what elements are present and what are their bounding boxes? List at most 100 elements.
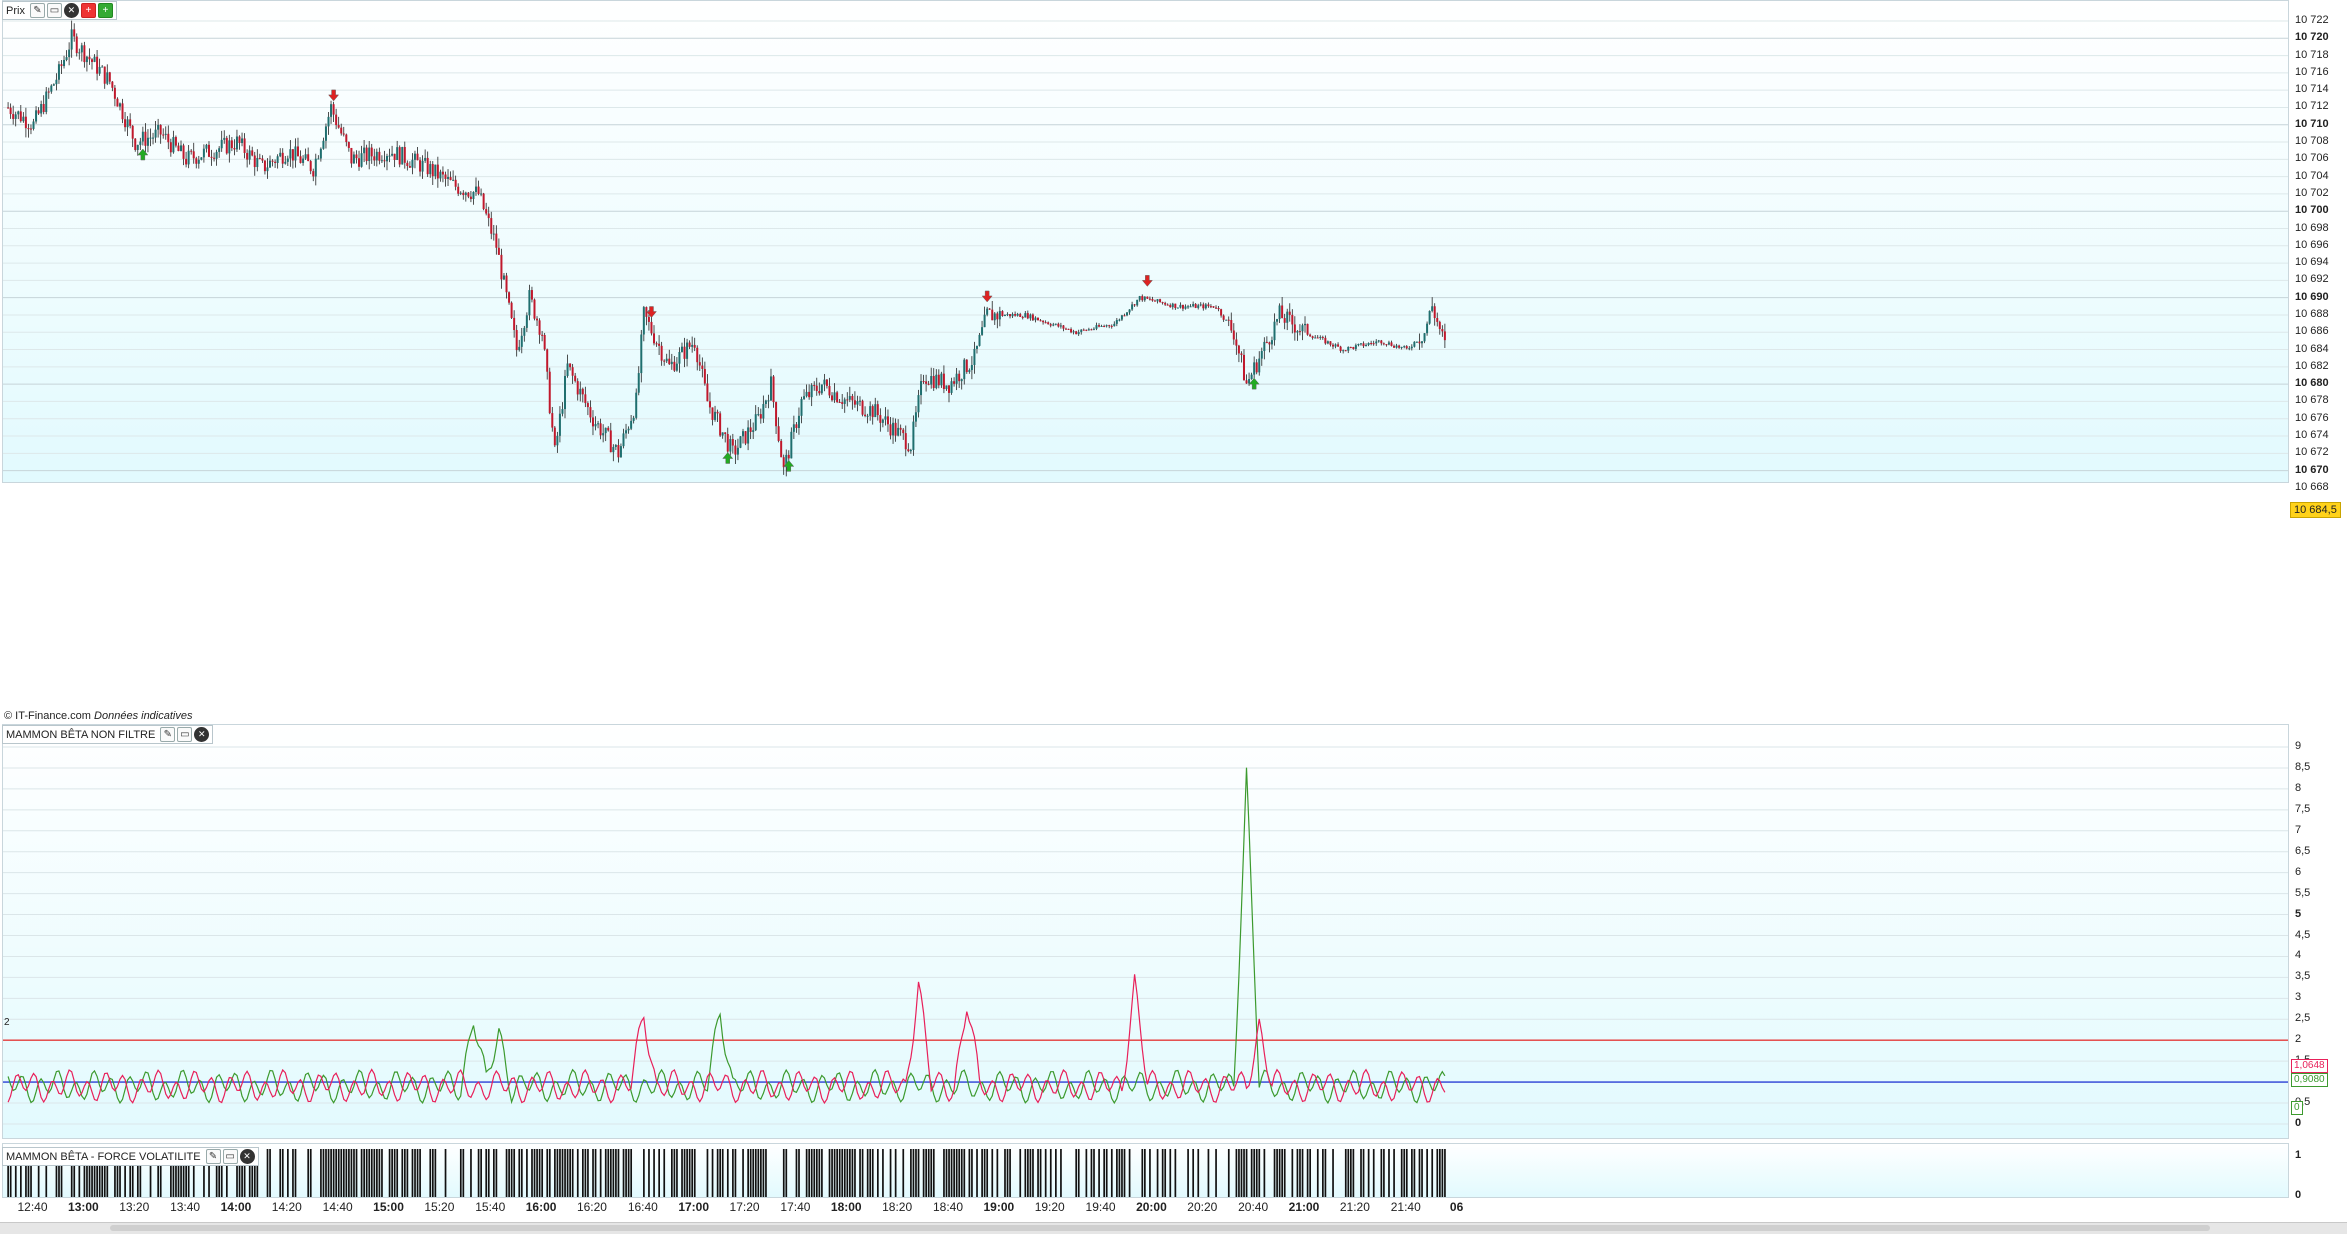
candle-body	[500, 254, 503, 280]
candle-body	[777, 426, 780, 441]
candle-body	[1395, 345, 1398, 348]
green-add-icon[interactable]: +	[97, 3, 113, 18]
candle-body	[424, 157, 427, 161]
volatility-bar	[1352, 1149, 1355, 1197]
last-price-tag: 10 684,5	[2290, 502, 2341, 518]
volatility-bar	[582, 1149, 584, 1197]
candle-body	[734, 445, 737, 455]
indicator-chart[interactable]	[3, 725, 2289, 1139]
volatility-bar	[187, 1149, 190, 1197]
candle-body	[1398, 345, 1401, 348]
candle-body	[841, 402, 844, 404]
sell-arrow-icon	[328, 89, 340, 102]
volatility-bar	[1019, 1149, 1022, 1197]
volatility-bar	[129, 1149, 132, 1197]
volatility-bar	[869, 1149, 872, 1197]
candle-body	[762, 403, 765, 419]
wrench-icon[interactable]: ✎	[29, 3, 45, 18]
close-icon[interactable]: ✕	[239, 1149, 255, 1164]
window-icon[interactable]: ▭	[177, 727, 193, 742]
price-pane[interactable]	[2, 0, 2289, 483]
volatility-tick-label: 1	[2295, 1149, 2302, 1161]
candle-body	[599, 423, 602, 436]
window-icon[interactable]: ▭	[222, 1149, 238, 1164]
candle-body	[29, 128, 32, 130]
scrollbar-thumb[interactable]	[110, 1225, 2210, 1231]
candle-body	[50, 85, 53, 92]
volatility-bar	[795, 1149, 798, 1197]
volatility-bar	[370, 1149, 373, 1197]
candle-body	[1438, 321, 1441, 330]
candle-body	[797, 415, 800, 428]
volatility-bar	[1227, 1149, 1230, 1197]
wrench-icon[interactable]: ✎	[205, 1149, 221, 1164]
candle-body	[1202, 304, 1205, 309]
volatility-bar	[172, 1149, 175, 1197]
volatility-bar	[429, 1149, 432, 1197]
candle-body	[1400, 346, 1403, 348]
candle-body	[1044, 322, 1047, 324]
candle-body	[886, 416, 889, 425]
close-icon[interactable]: ✕	[194, 727, 210, 742]
price-chart[interactable]	[3, 1, 2289, 483]
volatility-bar	[569, 1149, 571, 1197]
volatility-chart[interactable]	[3, 1144, 2289, 1198]
candle-body	[457, 186, 460, 194]
candle-body	[1143, 296, 1146, 301]
time-axis[interactable]: 12:40 13:00 13:20 13:40 14:00 14:20 14:40 15:00…	[2, 1198, 2289, 1218]
candle-body	[1403, 346, 1406, 348]
candle-body	[917, 395, 920, 413]
candle-body	[431, 164, 434, 177]
candle-body	[975, 345, 978, 349]
horizontal-scrollbar[interactable]	[0, 1222, 2347, 1234]
candle-body	[1326, 341, 1329, 344]
volatility-bar	[381, 1149, 383, 1197]
candle-body	[1235, 339, 1238, 346]
volatility-bar	[1255, 1149, 1258, 1197]
candle-body	[19, 111, 22, 122]
volatility-bar	[241, 1149, 243, 1197]
volatility-bar	[55, 1149, 58, 1197]
volatility-bar	[345, 1149, 348, 1197]
candle-body	[566, 363, 569, 376]
price-tick-label: 10 686	[2295, 325, 2329, 338]
candle-body	[1288, 311, 1291, 315]
indicator-pane[interactable]	[2, 724, 2289, 1139]
candle-body	[207, 144, 210, 157]
volatility-bar	[571, 1149, 574, 1197]
volatility-bar	[1421, 1149, 1423, 1197]
close-icon[interactable]: ✕	[63, 3, 79, 18]
candle-body	[1245, 380, 1248, 384]
candle-body	[1136, 299, 1139, 306]
volatility-bar	[1362, 1149, 1365, 1197]
indicator-pane-background	[3, 725, 2288, 1138]
volatility-pane[interactable]	[2, 1143, 2289, 1198]
volatility-bar	[1347, 1149, 1350, 1197]
volatility-bar	[1141, 1149, 1144, 1197]
candle-body	[1057, 323, 1060, 327]
candle-body	[1418, 341, 1421, 344]
candle-body	[848, 396, 851, 400]
candle-body	[719, 413, 722, 436]
wrench-icon[interactable]: ✎	[160, 727, 176, 742]
volatility-bar	[243, 1149, 246, 1197]
volatility-bar	[236, 1149, 238, 1197]
price-tick-label: 10 700	[2295, 204, 2329, 217]
candle-body	[963, 359, 966, 380]
candle-body	[953, 381, 956, 384]
window-icon[interactable]: ▭	[46, 3, 62, 18]
candle-body	[253, 155, 256, 168]
volatility-bar	[648, 1149, 650, 1197]
time-tick-label: 19:20	[1034, 1200, 1065, 1214]
candle-body	[1026, 313, 1029, 319]
volatility-bar	[991, 1149, 994, 1197]
time-tick-label: 14:20	[271, 1200, 302, 1214]
candle-body	[139, 141, 142, 145]
price-axis[interactable]: 10 722 10 720 10 718 10 716 10 714 10 712 10 7…	[2289, 0, 2347, 493]
volatility-bar	[851, 1149, 854, 1197]
red-add-icon[interactable]: +	[80, 3, 96, 18]
volatility-bar	[566, 1149, 569, 1197]
candle-body	[1021, 316, 1024, 318]
indicator-tick-label: 9	[2295, 740, 2302, 752]
